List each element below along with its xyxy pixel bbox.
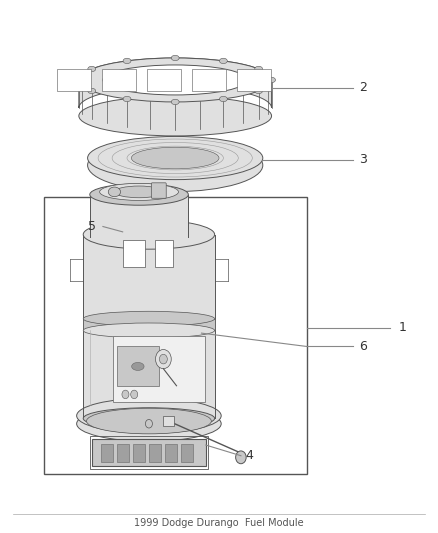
Ellipse shape — [83, 311, 215, 326]
Ellipse shape — [171, 99, 179, 104]
FancyBboxPatch shape — [123, 240, 145, 266]
Ellipse shape — [171, 55, 179, 61]
Ellipse shape — [83, 220, 215, 249]
Polygon shape — [83, 319, 215, 330]
Ellipse shape — [219, 96, 227, 102]
FancyBboxPatch shape — [181, 444, 194, 462]
Polygon shape — [90, 195, 188, 237]
Text: 4: 4 — [245, 449, 253, 462]
Ellipse shape — [83, 408, 215, 429]
Polygon shape — [79, 58, 272, 108]
Bar — [44, 197, 307, 474]
Ellipse shape — [114, 186, 164, 198]
Text: 1999 Dodge Durango  Fuel Module: 1999 Dodge Durango Fuel Module — [134, 519, 304, 528]
Ellipse shape — [79, 58, 272, 102]
Ellipse shape — [87, 408, 212, 434]
FancyBboxPatch shape — [149, 444, 161, 462]
Circle shape — [131, 390, 138, 399]
FancyBboxPatch shape — [101, 444, 113, 462]
Ellipse shape — [268, 77, 276, 83]
Ellipse shape — [103, 65, 247, 95]
FancyBboxPatch shape — [113, 336, 205, 402]
Text: 5: 5 — [88, 220, 96, 233]
Circle shape — [145, 419, 152, 428]
Ellipse shape — [255, 66, 263, 71]
Circle shape — [159, 354, 167, 364]
FancyBboxPatch shape — [57, 69, 91, 91]
Ellipse shape — [83, 323, 215, 338]
Ellipse shape — [77, 406, 221, 441]
Ellipse shape — [131, 147, 219, 169]
Text: 3: 3 — [359, 154, 367, 166]
FancyBboxPatch shape — [163, 416, 174, 426]
Ellipse shape — [132, 362, 144, 370]
Ellipse shape — [77, 398, 221, 433]
FancyBboxPatch shape — [133, 444, 145, 462]
FancyBboxPatch shape — [237, 69, 271, 91]
Ellipse shape — [90, 184, 188, 205]
FancyBboxPatch shape — [117, 346, 159, 386]
FancyBboxPatch shape — [155, 240, 173, 266]
FancyBboxPatch shape — [102, 69, 136, 91]
Ellipse shape — [99, 183, 179, 200]
Ellipse shape — [219, 58, 227, 63]
FancyBboxPatch shape — [117, 444, 129, 462]
Ellipse shape — [108, 187, 120, 197]
Text: 2: 2 — [359, 82, 367, 94]
Circle shape — [155, 350, 171, 369]
FancyBboxPatch shape — [192, 69, 226, 91]
Ellipse shape — [255, 88, 263, 94]
Ellipse shape — [123, 58, 131, 63]
Ellipse shape — [123, 96, 131, 102]
Ellipse shape — [88, 88, 95, 94]
Circle shape — [122, 390, 129, 399]
Ellipse shape — [88, 66, 95, 71]
Text: 1: 1 — [399, 321, 406, 334]
Ellipse shape — [79, 96, 272, 136]
Ellipse shape — [75, 77, 83, 83]
FancyBboxPatch shape — [147, 69, 181, 91]
FancyBboxPatch shape — [165, 444, 177, 462]
Text: 6: 6 — [359, 340, 367, 353]
Ellipse shape — [88, 139, 263, 192]
Circle shape — [236, 451, 246, 464]
Ellipse shape — [88, 136, 263, 180]
FancyBboxPatch shape — [92, 439, 206, 466]
Polygon shape — [83, 235, 215, 418]
FancyBboxPatch shape — [151, 183, 166, 198]
